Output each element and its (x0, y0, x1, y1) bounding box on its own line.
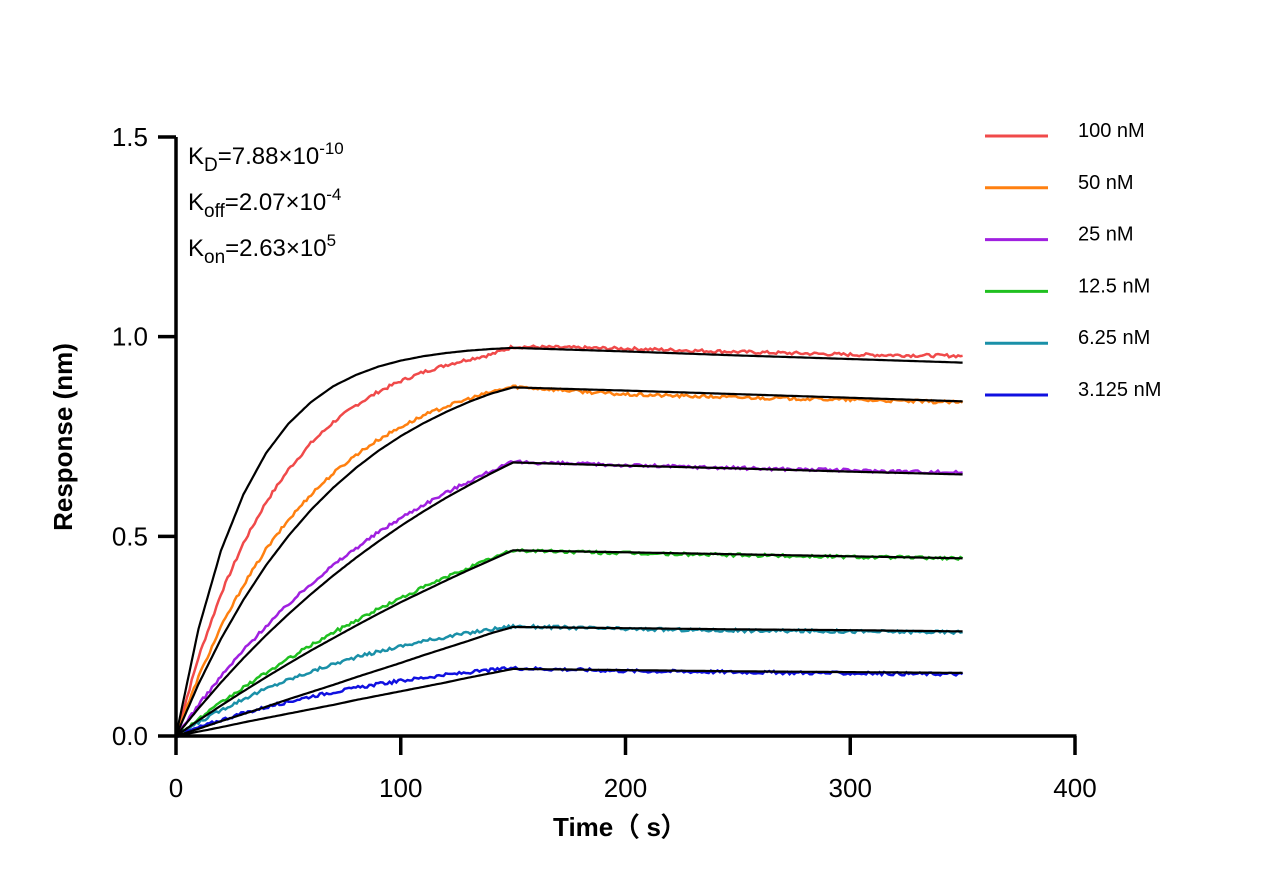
legend-label: 25 nM (1078, 224, 1134, 246)
legend-label: 6.25 nM (1078, 327, 1150, 349)
series-line-6.25-nM (175, 623, 963, 738)
fit-line-3.125-nM (175, 667, 963, 738)
x-tick-label: 100 (379, 773, 422, 803)
series-line-100-nM (174, 344, 963, 737)
x-axis-label: Time（ s） (553, 812, 687, 842)
y-tick-label: 0.5 (112, 521, 148, 551)
y-tick-label: 1.5 (112, 122, 148, 152)
kinetic-constant-D: KD=7.88×10-10 (188, 139, 344, 176)
legend-item: 6.25 nM (985, 327, 1150, 349)
fit-line-6.25-nM (175, 625, 963, 738)
y-tick-label: 0.0 (112, 721, 148, 751)
y-axis-label: Response (nm) (48, 343, 78, 531)
legend: 100 nM 50 nM 25 nM 12.5 nM 6.25 nM 3.125 nM (985, 120, 1161, 401)
plot-area (174, 344, 964, 738)
legend-item: 3.125 nM (985, 379, 1161, 401)
x-tick-label: 300 (829, 773, 872, 803)
legend-item: 25 nM (985, 224, 1134, 246)
fit-line-100-nM (174, 346, 963, 737)
kinetic-constants: KD=7.88×10-10 Koff=2.07×10-4 Kon=2.63×105 (188, 139, 344, 268)
series-line-12.5-nM (175, 548, 964, 738)
fit-line-25-nM (175, 461, 963, 737)
legend-item: 50 nM (985, 172, 1134, 194)
series-line-25-nM (174, 459, 963, 737)
x-tick-label: 200 (604, 773, 647, 803)
kinetic-constant-off: Koff=2.07×10-4 (188, 185, 341, 222)
legend-label: 50 nM (1078, 172, 1134, 194)
kinetic-constant-on: Kon=2.63×105 (188, 231, 336, 268)
axes: 0 100 200 300 400 0.0 0.5 1.0 1.5 (112, 122, 1097, 803)
legend-label: 12.5 nM (1078, 275, 1150, 297)
legend-label: 3.125 nM (1078, 379, 1161, 401)
series-line-50-nM (174, 384, 964, 737)
y-tick-label: 1.0 (112, 322, 148, 352)
fit-line-12.5-nM (175, 549, 963, 737)
legend-item: 12.5 nM (985, 275, 1150, 297)
x-tick-label: 0 (169, 773, 183, 803)
x-tick-label: 400 (1053, 773, 1096, 803)
fit-line-50-nM (174, 386, 963, 737)
legend-label: 100 nM (1078, 120, 1145, 142)
legend-item: 100 nM (985, 120, 1145, 142)
